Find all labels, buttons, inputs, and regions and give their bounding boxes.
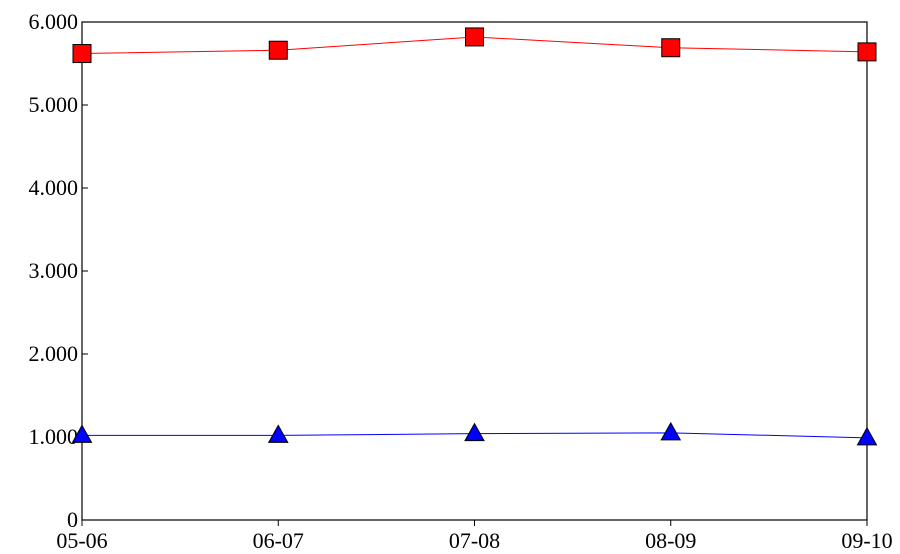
y-tick-label: 6.000 <box>29 9 79 34</box>
series-layer <box>71 27 878 446</box>
y-tick-label: 4.000 <box>29 175 79 200</box>
data-point-triangle <box>267 424 289 443</box>
x-tick-label: 07-08 <box>449 528 500 553</box>
data-point-square <box>465 27 484 47</box>
y-tick-label: 5.000 <box>29 92 79 117</box>
x-tick-label: 09-10 <box>841 528 892 553</box>
y-tick-label: 2.000 <box>29 341 79 366</box>
data-point-triangle <box>464 422 485 442</box>
y-tick-label: 1.000 <box>29 424 79 449</box>
x-axis: 05-06 06-07 07-08 08-09 09-10 <box>56 520 893 553</box>
data-point-square <box>857 42 877 62</box>
y-tick-label: 0 <box>67 507 78 532</box>
data-point-triangle <box>71 424 93 443</box>
data-point-square <box>268 40 288 60</box>
y-axis: 0 1.000 2.000 3.000 4.000 5.000 6.000 <box>29 9 88 532</box>
data-point-square <box>72 44 92 64</box>
y-tick-label: 3.000 <box>29 258 79 283</box>
data-point-triangle <box>660 421 682 441</box>
series-1 <box>72 27 877 64</box>
plot-area-frame <box>81 21 868 521</box>
x-tick-label: 08-09 <box>645 528 696 553</box>
x-tick-label: 05-06 <box>56 528 107 553</box>
series-2 <box>71 421 878 446</box>
data-point-square <box>661 38 681 58</box>
x-tick-label: 06-07 <box>253 528 304 553</box>
data-point-triangle <box>856 426 878 446</box>
